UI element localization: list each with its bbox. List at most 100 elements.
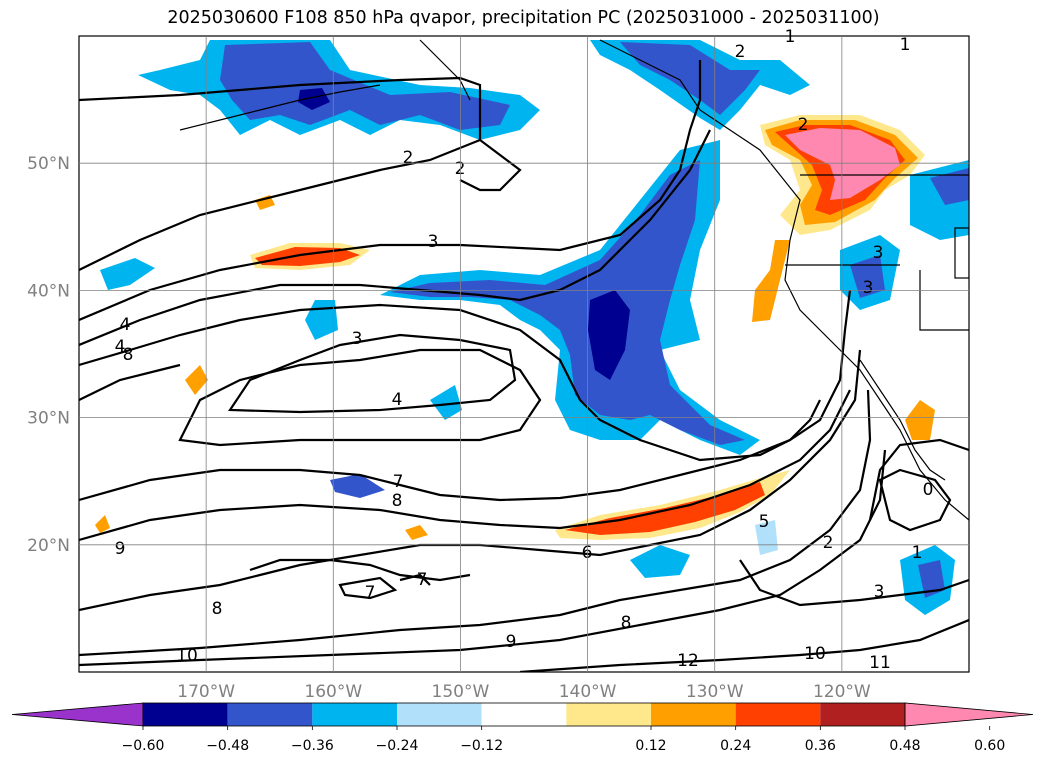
contour-6: [227, 333, 517, 414]
x-tick-label: 120°W: [813, 682, 871, 702]
x-tick-label: 140°W: [559, 682, 617, 702]
contour-label: 10: [176, 646, 198, 666]
contour-19: [249, 558, 471, 582]
y-tick-labels: 50°N 40°N 30°N 20°N: [27, 154, 70, 556]
contour-label: 10: [804, 644, 826, 664]
contour-10: [79, 389, 851, 542]
contour-label: 1: [912, 543, 923, 563]
contour-18: [338, 576, 398, 600]
neg-region-aleutian-inner: [220, 42, 510, 130]
colorbar-swatch: [820, 703, 905, 726]
colorbar-swatch: [397, 703, 482, 726]
neg-patch-8-inner: [930, 168, 969, 205]
colorbar-tick-label: 0.36: [805, 738, 836, 754]
colorbar: −0.60 −0.48 −0.36 −0.24 −0.12 0.12 0.24 0.36 0.4…: [11, 702, 1034, 754]
contour-8: [79, 363, 181, 401]
x-tick-label: 150°W: [432, 682, 490, 702]
neg-patch-7-inner: [850, 255, 885, 298]
colorbar-tick-label: −0.36: [291, 738, 334, 754]
colorbar-tick-label: −0.48: [206, 738, 249, 754]
contour-label: 2: [798, 115, 809, 135]
colorbar-tick-label: −0.12: [460, 738, 503, 754]
colorbar-swatch: [481, 703, 567, 726]
contour-label: 9: [506, 632, 517, 652]
contour-label: 2: [455, 159, 466, 179]
contour-11: [79, 349, 862, 612]
colorbar-tick-label: −0.24: [376, 738, 419, 754]
y-tick-label: 30°N: [27, 409, 70, 429]
colorbar-tick-label: 0.60: [974, 738, 1005, 754]
contour-label: 2: [735, 42, 746, 62]
contour-4: [79, 129, 711, 347]
colorbar-tick-label: −0.60: [122, 738, 165, 754]
colorbar-swatch: [143, 703, 228, 726]
neg-region-canada-inner: [620, 42, 760, 115]
pos-patch-2: [255, 195, 275, 210]
pos-patch-5: [95, 515, 110, 533]
neg-patch-3: [430, 385, 462, 420]
contour-label: 0: [923, 480, 934, 500]
contour-label: 9: [115, 539, 126, 559]
colorbar-swatch: [566, 703, 651, 726]
pos-patch-1: [185, 365, 208, 395]
neg-patch-6-inner: [918, 560, 945, 598]
map-frame: [78, 35, 970, 673]
colorbar-swatch: [227, 703, 313, 726]
neg-patch-1: [100, 258, 155, 290]
coastline-alaska: [419, 39, 471, 101]
neg-patch-5: [630, 545, 690, 578]
contour-label: 3: [863, 278, 874, 298]
contour-2: [79, 138, 481, 271]
x-tick-label: 170°W: [177, 682, 235, 702]
pos-patch-4: [405, 525, 428, 540]
coastline-baja: [859, 359, 946, 481]
colorbar-extend-min: [11, 702, 144, 727]
coastlines: [179, 39, 969, 521]
contour-label: 5: [759, 512, 770, 532]
contour-17: [878, 468, 952, 532]
coastline-na: [599, 39, 969, 521]
y-tick-label: 40°N: [27, 281, 70, 301]
contour-label: 2: [823, 533, 834, 553]
chart-title: 2025030600 F108 850 hPa qvapor, precipit…: [167, 8, 880, 28]
colorbar-frame: [142, 702, 906, 727]
contour-label: 3: [352, 329, 363, 349]
contour-label: 8: [392, 491, 403, 511]
colorbar-tick-label: 0.24: [720, 738, 751, 754]
contour-label: 12: [677, 651, 699, 671]
y-tick-label: 20°N: [27, 536, 70, 556]
contour-label: 3: [428, 232, 439, 252]
x-tick-labels: 170°W 160°W 150°W 140°W 130°W 120°W: [177, 682, 871, 702]
colorbar-swatch: [735, 703, 821, 726]
contours: [79, 60, 969, 672]
contour-label: 1: [785, 27, 796, 47]
neg-region-aleutian-core: [298, 88, 330, 110]
pos-region-bc-core: [785, 128, 900, 200]
y-tick-label: 50°N: [27, 154, 70, 174]
contour-label: 4: [392, 390, 403, 410]
contour-label: 1: [900, 35, 911, 55]
colorbar-swatch: [312, 703, 397, 726]
contour-label: 2: [403, 148, 414, 168]
contour-14: [519, 618, 969, 672]
contour-20: [399, 573, 431, 586]
contour-label: 8: [212, 599, 223, 619]
contour-1: [79, 76, 522, 192]
pos-region-ca: [752, 240, 790, 322]
contour-label: 7: [365, 583, 376, 603]
aleutian-chain: [179, 84, 381, 131]
contour-label: 6: [582, 543, 593, 563]
neg-region-central-inner: [390, 160, 745, 445]
contour-label: 4: [120, 315, 131, 335]
contour-12: [79, 389, 872, 657]
contour-label: 8: [123, 345, 134, 365]
state-box: [954, 227, 969, 279]
colorbar-swatch: [651, 703, 736, 726]
neg-patch-9: [755, 520, 778, 555]
contour-5: [79, 303, 821, 462]
contour-9: [79, 289, 852, 502]
contour-16: [868, 438, 969, 521]
colorbar-tick-label: 0.48: [889, 738, 920, 754]
